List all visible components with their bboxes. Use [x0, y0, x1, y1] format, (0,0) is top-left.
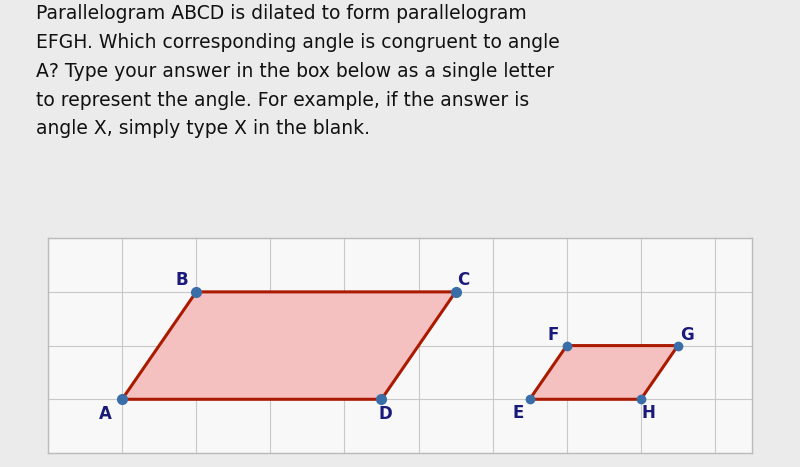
Text: A: A	[99, 405, 112, 423]
Text: E: E	[513, 403, 524, 422]
Text: G: G	[680, 326, 694, 344]
Text: C: C	[457, 271, 469, 289]
Polygon shape	[530, 346, 678, 399]
Text: F: F	[548, 326, 559, 344]
Text: D: D	[378, 405, 392, 423]
Text: H: H	[642, 403, 655, 422]
Text: B: B	[175, 271, 188, 289]
Polygon shape	[122, 292, 455, 399]
Text: Parallelogram ABCD is dilated to form parallelogram
EFGH. Which corresponding an: Parallelogram ABCD is dilated to form pa…	[36, 5, 560, 139]
